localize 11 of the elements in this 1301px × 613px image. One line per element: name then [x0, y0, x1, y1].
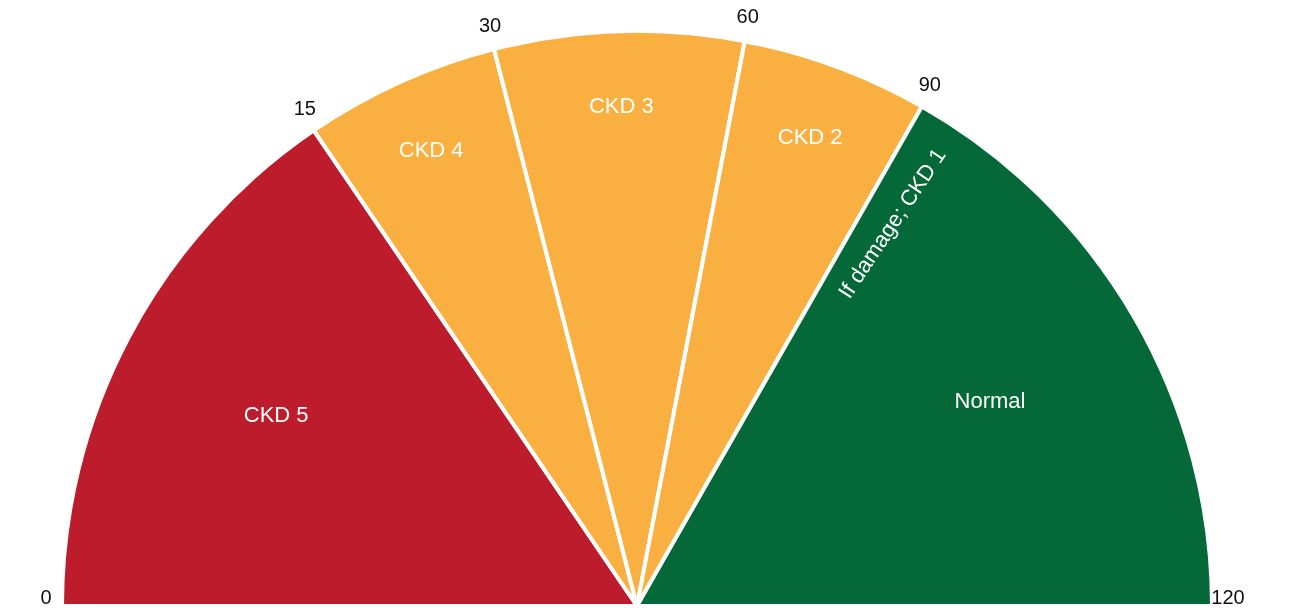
text: 30	[478, 13, 502, 36]
text: 15	[293, 97, 316, 120]
slice-label: CKD 3	[588, 93, 654, 118]
text: 0	[40, 586, 52, 608]
slice-label: CKD 2	[777, 123, 843, 149]
slice-label: Normal	[954, 387, 1026, 413]
slice-label: CKD 5	[243, 401, 309, 427]
text: 90	[918, 72, 941, 95]
text: 60	[736, 5, 759, 28]
slice-label: CKD 4	[398, 137, 464, 163]
text: 120	[1211, 586, 1245, 608]
